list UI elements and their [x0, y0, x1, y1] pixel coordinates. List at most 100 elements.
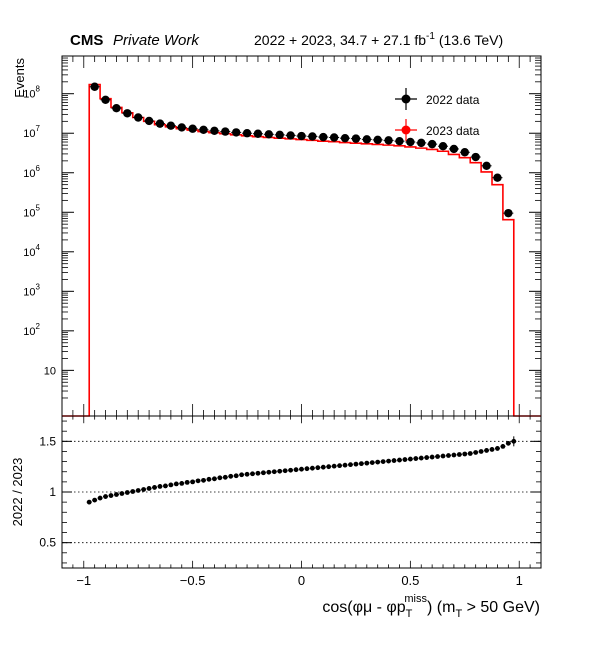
ratio-point: [146, 486, 152, 491]
top-y-tick-exp: 3: [36, 282, 41, 291]
top-y-tick-exp: 8: [36, 85, 41, 94]
ratio-point: [179, 480, 185, 486]
point-2022: [417, 138, 426, 148]
ratio-point: [429, 454, 435, 460]
ratio-point: [451, 452, 457, 458]
point-2022: [362, 135, 372, 144]
point-2022: [384, 136, 393, 145]
ratio-point: [315, 465, 321, 471]
ratio-point: [195, 478, 201, 484]
ratio-point: [239, 472, 245, 478]
point-2022: [406, 137, 415, 147]
ratio-point: [212, 476, 217, 482]
ratio-point: [86, 499, 92, 505]
ratio-point: [418, 455, 424, 461]
point-2022: [112, 103, 121, 113]
ratio-point: [331, 463, 337, 469]
point-2022: [221, 127, 230, 136]
bottom-y-tick-labels: 1.5 1 0.5: [39, 434, 56, 549]
point-2022: [264, 130, 274, 139]
ratio-point: [244, 471, 250, 477]
ratio-point: [348, 462, 353, 468]
ratio-points: [86, 436, 517, 505]
point-2022: [504, 208, 513, 218]
point-2022: [351, 134, 361, 143]
ratio-point: [190, 479, 196, 485]
bottom-y-tick-label: 1: [49, 485, 56, 499]
ratio-point: [250, 471, 255, 477]
point-2022: [340, 133, 350, 143]
ratio-point: [511, 438, 517, 444]
point-2022: [231, 128, 241, 137]
point-2022: [155, 119, 165, 128]
ratio-point: [435, 454, 440, 459]
ratio-point: [299, 466, 304, 472]
top-y-tick-exp: 7: [36, 124, 41, 133]
x-axis-label-sub2: T: [455, 608, 462, 620]
ratio-point: [342, 462, 348, 468]
top-y-tick-label: 108: [23, 85, 40, 101]
ratio-point: [424, 455, 430, 460]
top-y-tick-label: 103: [23, 282, 40, 298]
point-2022: [395, 136, 404, 146]
ratio-point: [103, 494, 108, 499]
ratio-point: [495, 446, 500, 451]
top-y-tick-base: 10: [23, 326, 35, 338]
ratio-point: [478, 449, 484, 454]
top-y-tick-base: 10: [23, 247, 35, 259]
point-2022: [460, 148, 469, 157]
ratio-point: [413, 456, 419, 461]
ratio-point: [277, 468, 283, 474]
ratio-point: [380, 459, 386, 464]
ratio-point: [456, 452, 462, 457]
bottom-x-tick-labels: −1 −0.5 0 0.5 1: [76, 573, 522, 588]
ratio-point: [168, 482, 174, 488]
legend-2022-label: 2022 data: [426, 93, 480, 107]
ratio-point: [353, 461, 359, 467]
lumi-suffix: (13.6 TeV): [435, 32, 503, 48]
point-2022: [438, 141, 448, 151]
ratio-point: [228, 473, 234, 479]
point-2022: [493, 173, 502, 182]
point-2022: [308, 132, 317, 141]
ratio-point: [446, 453, 451, 458]
point-2022: [329, 133, 339, 142]
top-y-tick-exp: 5: [36, 203, 41, 212]
top-points-2022: [89, 82, 514, 218]
top-y-tick-base: 10: [23, 168, 35, 180]
bottom-y-tick-label: 0.5: [39, 536, 56, 550]
point-2022: [482, 161, 491, 170]
ratio-point: [364, 460, 370, 466]
top-y-tick-label: 10: [44, 365, 56, 377]
top-y-tick-label: 106: [23, 164, 40, 180]
top-y-tick-base: 10: [23, 286, 35, 298]
point-2022: [210, 126, 219, 136]
point-2022: [101, 95, 110, 105]
ratio-point: [505, 440, 511, 446]
ratio-point: [157, 484, 163, 489]
point-2022: [144, 116, 154, 126]
ratio-point: [141, 487, 147, 492]
top-y-tick-label: 102: [23, 322, 40, 338]
ratio-point: [440, 453, 446, 459]
ratio-point: [184, 479, 190, 485]
top-x-ticks: [61, 56, 542, 416]
ratio-point: [271, 469, 277, 475]
ratio-point: [266, 469, 272, 475]
ratio-point: [255, 470, 261, 476]
lumi-sup: -1: [426, 31, 435, 42]
point-2022: [253, 129, 263, 138]
ratio-point: [462, 451, 468, 457]
point-2022: [90, 82, 99, 91]
point-2022: [188, 124, 197, 133]
ratio-point: [233, 473, 239, 479]
ratio-point: [130, 489, 136, 494]
ratio-point: [201, 477, 206, 483]
point-2022: [373, 135, 382, 145]
point-2022: [297, 131, 306, 141]
bottom-x-ticks: [61, 416, 542, 568]
point-2022: [134, 113, 143, 122]
ratio-point: [484, 448, 489, 453]
